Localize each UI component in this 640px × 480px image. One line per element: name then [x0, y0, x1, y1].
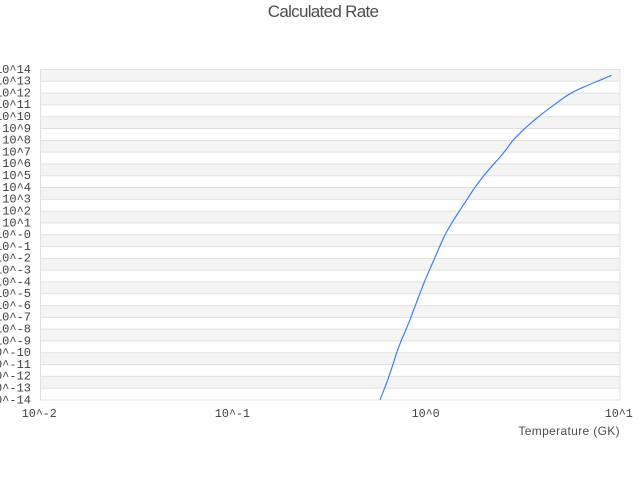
svg-text:10^3: 10^3	[2, 193, 31, 207]
svg-text:10^-1: 10^-1	[215, 407, 250, 421]
svg-text:10^-9: 10^-9	[0, 334, 31, 348]
svg-text:10^13: 10^13	[0, 75, 31, 89]
svg-text:10^-13: 10^-13	[0, 382, 31, 396]
svg-text:10^-5: 10^-5	[0, 287, 31, 301]
svg-text:10^-10: 10^-10	[0, 346, 31, 360]
svg-text:10^0: 10^0	[412, 407, 440, 421]
svg-text:10^2: 10^2	[2, 204, 31, 218]
svg-text:10^-3: 10^-3	[0, 263, 31, 277]
svg-text:10^-14: 10^-14	[0, 393, 31, 407]
svg-text:Temperature (GK): Temperature (GK)	[518, 424, 620, 438]
svg-text:10^-6: 10^-6	[0, 299, 31, 313]
svg-text:10^-12: 10^-12	[0, 370, 31, 384]
svg-text:10^-11: 10^-11	[0, 358, 31, 372]
svg-text:10^6: 10^6	[2, 157, 31, 171]
svg-text:10^11: 10^11	[0, 98, 31, 112]
svg-text:10^-4: 10^-4	[0, 275, 31, 289]
svg-text:10^7: 10^7	[2, 145, 31, 159]
svg-text:10^-7: 10^-7	[0, 311, 31, 325]
svg-text:10^-0: 10^-0	[0, 228, 31, 242]
svg-text:10^14: 10^14	[0, 63, 31, 77]
svg-text:10^9: 10^9	[2, 122, 31, 136]
svg-text:10^1: 10^1	[605, 407, 633, 421]
svg-text:10^-2: 10^-2	[0, 252, 31, 266]
svg-text:10^-1: 10^-1	[0, 240, 31, 254]
svg-text:10^-2: 10^-2	[22, 407, 57, 421]
svg-text:Calculated Rate: Calculated Rate	[268, 2, 379, 21]
svg-text:10^5: 10^5	[2, 169, 31, 183]
svg-text:10^8: 10^8	[2, 134, 31, 148]
svg-text:10^-8: 10^-8	[0, 322, 31, 336]
svg-text:10^1: 10^1	[2, 216, 31, 230]
svg-text:10^10: 10^10	[0, 110, 31, 124]
svg-text:10^12: 10^12	[0, 86, 31, 100]
svg-text:10^4: 10^4	[2, 181, 31, 195]
